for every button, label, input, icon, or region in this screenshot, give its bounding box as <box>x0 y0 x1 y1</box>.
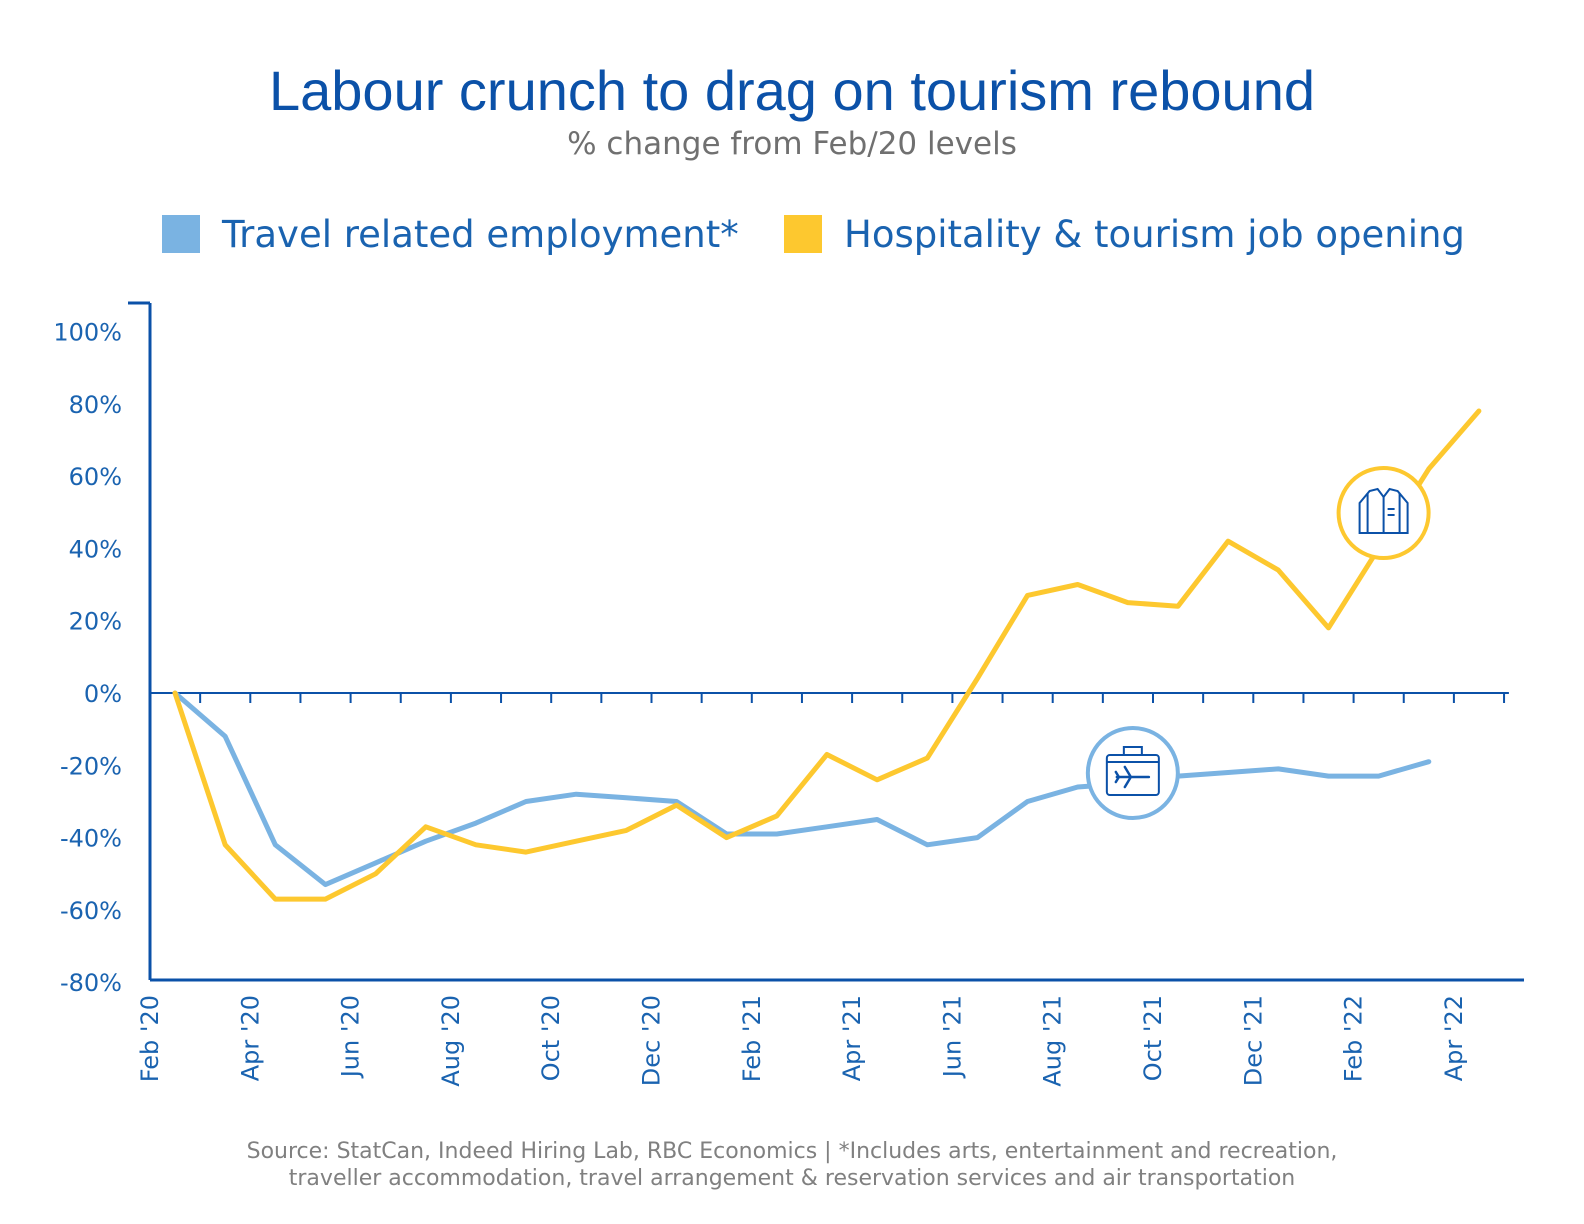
y-tick-label: 100% <box>53 319 122 347</box>
y-tick-label: -40% <box>60 825 122 853</box>
y-tick-label: 40% <box>69 535 122 563</box>
x-tick-label: Apr '22 <box>1440 995 1468 1081</box>
series-line-hospitality <box>172 408 1482 902</box>
x-tick-label: Apr '21 <box>838 995 866 1081</box>
y-tick-label: 80% <box>69 391 122 419</box>
legend-swatch-travel <box>162 215 200 253</box>
series-lines <box>172 408 1482 902</box>
y-tick-label: 60% <box>69 463 122 491</box>
x-tick-label: Dec '21 <box>1239 995 1267 1086</box>
y-tick-label: -20% <box>60 752 122 780</box>
series-icons <box>1085 466 1431 820</box>
legend-swatch-hospitality <box>784 215 822 253</box>
y-tick-label: 20% <box>69 608 122 636</box>
x-tick-label: Aug '20 <box>437 995 465 1087</box>
chart-title: Labour crunch to drag on tourism rebound <box>269 59 1315 122</box>
legend-label-hospitality: Hospitality & tourism job opening <box>844 212 1465 256</box>
x-tick-label: Apr '20 <box>236 995 264 1081</box>
x-tick-label: Oct '21 <box>1139 995 1167 1081</box>
x-tick-label: Oct '20 <box>537 995 565 1081</box>
y-axis: 100% 80% 60% 40% 20% 0% -20% -40% -60% -80% <box>53 301 152 997</box>
x-axis: Feb '20 Apr '20 Jun '20 Aug '20 Oct '20 Dec '… <box>136 978 1524 1087</box>
source-line-2: traveller accommodation, travel arrangem… <box>288 1166 1296 1191</box>
zero-line-axis <box>150 692 1509 703</box>
y-tick-label: -60% <box>60 897 122 925</box>
shirt-icon <box>1336 466 1431 560</box>
source-note: Source: StatCan, Indeed Hiring Lab, RBC … <box>0 1138 1584 1192</box>
y-tick-label: 0% <box>84 680 122 708</box>
y-tick-label: -80% <box>60 969 122 997</box>
legend-item-travel: Travel related employment* <box>162 212 739 256</box>
x-tick-label: Feb '22 <box>1340 995 1368 1082</box>
suitcase-plane-icon <box>1085 726 1180 820</box>
source-line-1: Source: StatCan, Indeed Hiring Lab, RBC … <box>246 1139 1338 1164</box>
legend-label-travel: Travel related employment* <box>222 212 739 256</box>
x-tick-label: Feb '21 <box>738 995 766 1082</box>
x-tick-label: Aug '21 <box>1039 995 1067 1087</box>
x-tick-label: Dec '20 <box>638 995 666 1086</box>
legend-item-hospitality: Hospitality & tourism job opening <box>784 212 1465 256</box>
line-chart: 100% 80% 60% 40% 20% 0% -20% -40% -60% -80% Feb '… <box>53 301 1524 1087</box>
x-tick-label: Jun '20 <box>337 995 365 1079</box>
series-line-travel <box>172 690 1432 888</box>
x-tick-label: Jun '21 <box>938 995 966 1079</box>
chart-subtitle: % change from Feb/20 levels <box>567 126 1017 162</box>
x-tick-label: Feb '20 <box>136 995 164 1082</box>
